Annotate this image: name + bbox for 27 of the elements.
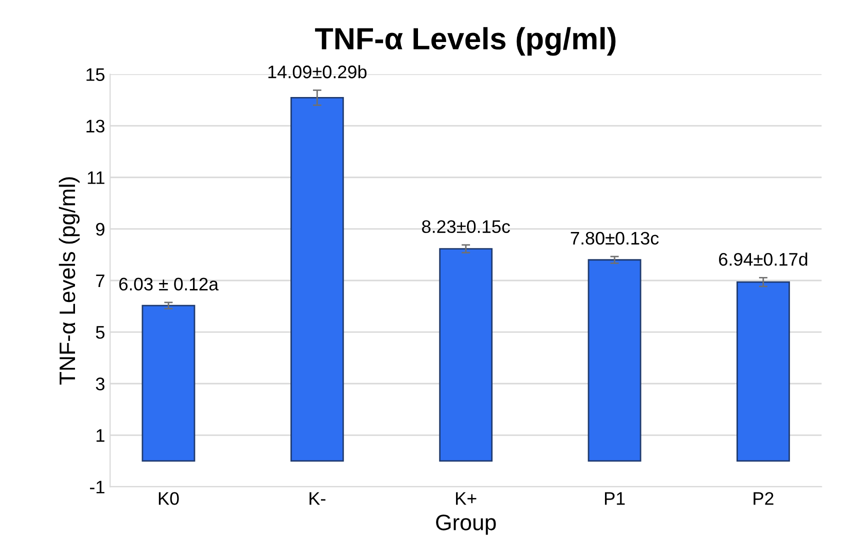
x-tick-label: K0 (158, 492, 179, 505)
x-tick-label: P1 (604, 492, 625, 505)
bar (439, 248, 493, 462)
y-tick-label: 1 (96, 429, 104, 442)
x-tick-label: K+ (456, 492, 476, 505)
y-tick-label: 15 (86, 68, 104, 81)
y-tick-label: 13 (86, 120, 104, 133)
data-label: 7.80±0.13c (570, 232, 659, 245)
data-label: 8.23±0.15c (422, 220, 510, 234)
chart-title: TNF-α Levels (pg/ml) (315, 27, 616, 56)
data-label: 6.94±0.17d (719, 252, 808, 266)
y-tick-label: 3 (96, 378, 104, 390)
x-tick-label: P2 (754, 492, 774, 505)
y-tick-label: 5 (96, 326, 104, 339)
y-tick-label: 11 (88, 171, 104, 184)
bar (736, 281, 790, 462)
data-label: 14.09±0.29b (268, 65, 367, 78)
x-axis-title: Group (436, 514, 496, 535)
y-axis-title: TNF-α Levels (pg/ml) (58, 177, 80, 385)
bar (588, 259, 642, 462)
y-tick-label: 9 (96, 222, 104, 236)
bar (142, 304, 196, 462)
bar (290, 97, 344, 462)
data-label: 6.03 ± 0.12a (119, 278, 219, 291)
y-tick-label: 7 (96, 274, 104, 288)
y-tick-label: -1 (90, 480, 104, 494)
x-tick-label: K- (310, 492, 326, 505)
